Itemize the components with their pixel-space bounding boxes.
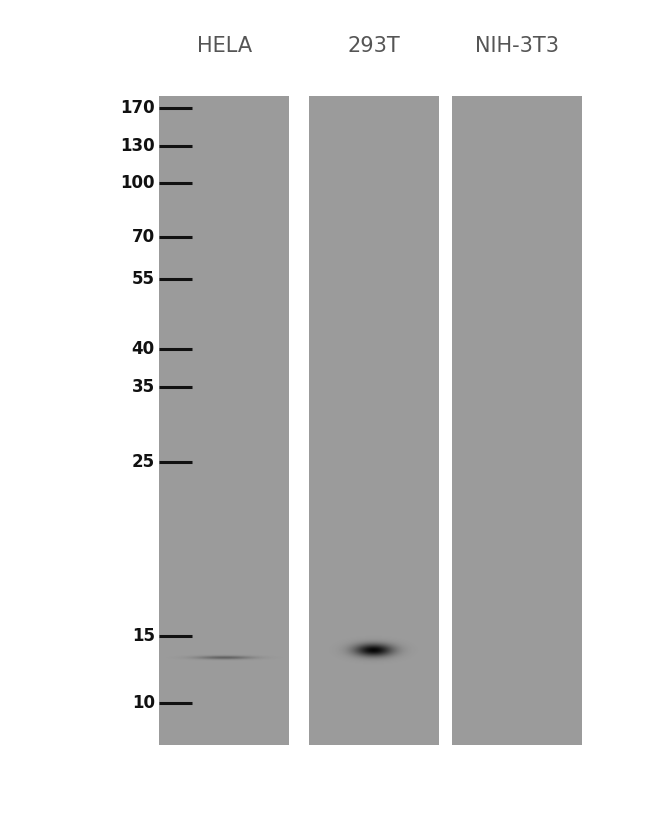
- Text: 40: 40: [131, 340, 155, 359]
- Text: 15: 15: [132, 627, 155, 646]
- Text: 293T: 293T: [347, 36, 400, 56]
- Bar: [452, 96, 582, 745]
- Text: 170: 170: [120, 99, 155, 117]
- Text: 25: 25: [131, 453, 155, 471]
- Bar: [159, 96, 289, 745]
- Bar: [309, 96, 439, 745]
- Text: NIH-3T3: NIH-3T3: [474, 36, 559, 56]
- Text: 10: 10: [132, 694, 155, 712]
- Text: 55: 55: [132, 270, 155, 288]
- Text: HELA: HELA: [197, 36, 252, 56]
- Text: 70: 70: [131, 228, 155, 246]
- Text: 130: 130: [120, 136, 155, 155]
- Text: 100: 100: [120, 174, 155, 192]
- Text: 35: 35: [131, 378, 155, 396]
